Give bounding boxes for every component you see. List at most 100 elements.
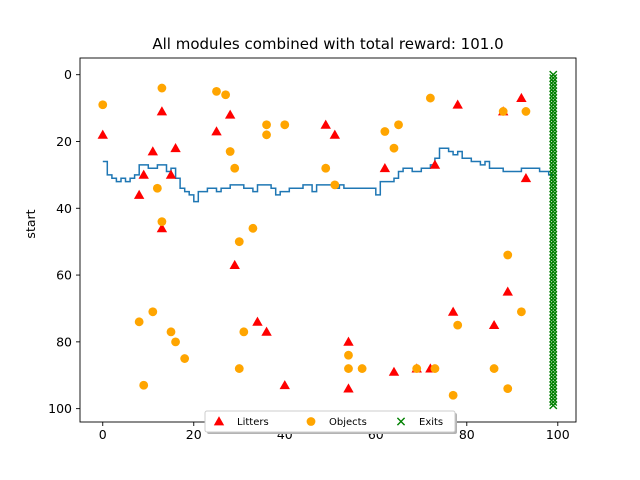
object-point <box>234 237 244 247</box>
object-point <box>230 163 240 173</box>
legend-label-exits: Exits <box>419 417 443 428</box>
y-tick-label: 60 <box>56 268 72 283</box>
object-point <box>262 120 271 130</box>
exit-point <box>549 80 558 89</box>
object-point <box>212 86 221 96</box>
litter-point <box>147 146 159 156</box>
exit-point <box>549 254 558 263</box>
exit-point <box>549 294 558 303</box>
x-tick-label: 0 <box>99 427 107 442</box>
litter-point <box>429 159 441 169</box>
litter-point <box>156 223 168 233</box>
exit-point <box>549 391 558 400</box>
object-point <box>171 337 180 347</box>
litter-point <box>502 286 513 296</box>
exit-point <box>549 170 558 179</box>
object-point <box>412 364 422 373</box>
litter-point <box>379 163 391 173</box>
litter-point <box>211 126 222 136</box>
object-point <box>239 327 249 337</box>
object-point <box>157 83 167 93</box>
exit-point <box>549 344 558 353</box>
y-tick-label: 40 <box>56 201 72 216</box>
legend-box <box>204 410 456 433</box>
litter-point <box>156 106 168 116</box>
litter-point <box>170 142 181 153</box>
object-point <box>248 223 258 233</box>
object-point <box>166 327 176 337</box>
exit-point <box>549 324 558 333</box>
exit-point <box>549 387 558 397</box>
litter-point <box>261 326 272 336</box>
exit-point <box>549 331 558 340</box>
exit-point <box>549 304 558 313</box>
litter-point <box>520 173 532 183</box>
exit-point <box>549 100 558 109</box>
y-tick-label: 100 <box>48 401 72 416</box>
object-point <box>225 147 235 156</box>
object-point <box>344 350 353 360</box>
exit-point <box>549 177 558 186</box>
agent-path <box>102 147 554 203</box>
legend: Litters Objects Exits <box>204 410 457 434</box>
exit-point <box>549 377 558 387</box>
exit-point <box>549 234 558 243</box>
object-point <box>425 93 435 103</box>
exit-point <box>549 257 558 266</box>
exit-point <box>549 127 558 136</box>
litter-point <box>329 129 341 139</box>
litter-point <box>133 189 145 199</box>
exit-point <box>549 284 558 293</box>
exit-point <box>549 337 558 346</box>
exit-point <box>549 274 558 283</box>
x-tick-label: 100 <box>546 427 570 442</box>
exit-point <box>549 200 558 210</box>
exit-point <box>549 93 558 103</box>
exit-point <box>549 367 558 377</box>
litter-point <box>516 92 527 102</box>
y-tick-label: 80 <box>56 334 72 349</box>
exit-point <box>549 97 558 106</box>
exit-point <box>549 397 558 407</box>
exit-point <box>549 381 558 390</box>
exit-point <box>549 194 558 203</box>
exit-point <box>549 354 558 363</box>
x-tick-label: 80 <box>459 427 475 442</box>
exit-point <box>549 77 558 86</box>
exit-point <box>549 130 558 139</box>
exit-point <box>549 124 558 133</box>
exit-point <box>549 197 558 206</box>
exit-point <box>549 347 558 356</box>
legend-marker-litters <box>213 416 225 426</box>
exit-point <box>549 357 558 366</box>
exit-point <box>549 314 558 323</box>
chart-title: All modules combined with total reward: … <box>152 35 503 53</box>
exit-point <box>549 103 558 113</box>
object-point <box>521 107 531 116</box>
exit-point <box>549 401 558 410</box>
exit-point <box>549 291 558 300</box>
exit-point <box>549 267 558 276</box>
exit-point <box>549 83 558 93</box>
exit-point <box>549 351 558 360</box>
object-point <box>503 250 513 260</box>
object-point <box>262 130 271 140</box>
exit-point <box>549 361 558 370</box>
exit-point <box>549 297 558 306</box>
exit-point <box>549 204 558 213</box>
exit-point <box>549 137 558 146</box>
exit-point <box>549 70 558 79</box>
legend-marker-objects <box>306 417 316 426</box>
object-point <box>330 180 340 190</box>
litter-point <box>165 169 177 179</box>
exit-point <box>549 180 558 189</box>
object-point <box>234 364 244 373</box>
exit-point <box>549 317 558 326</box>
exit-point <box>549 144 558 153</box>
exit-point <box>549 280 558 290</box>
object-point <box>321 163 331 173</box>
y-tick-label: 20 <box>56 134 72 149</box>
object-point <box>98 100 108 110</box>
exit-point <box>549 264 558 273</box>
